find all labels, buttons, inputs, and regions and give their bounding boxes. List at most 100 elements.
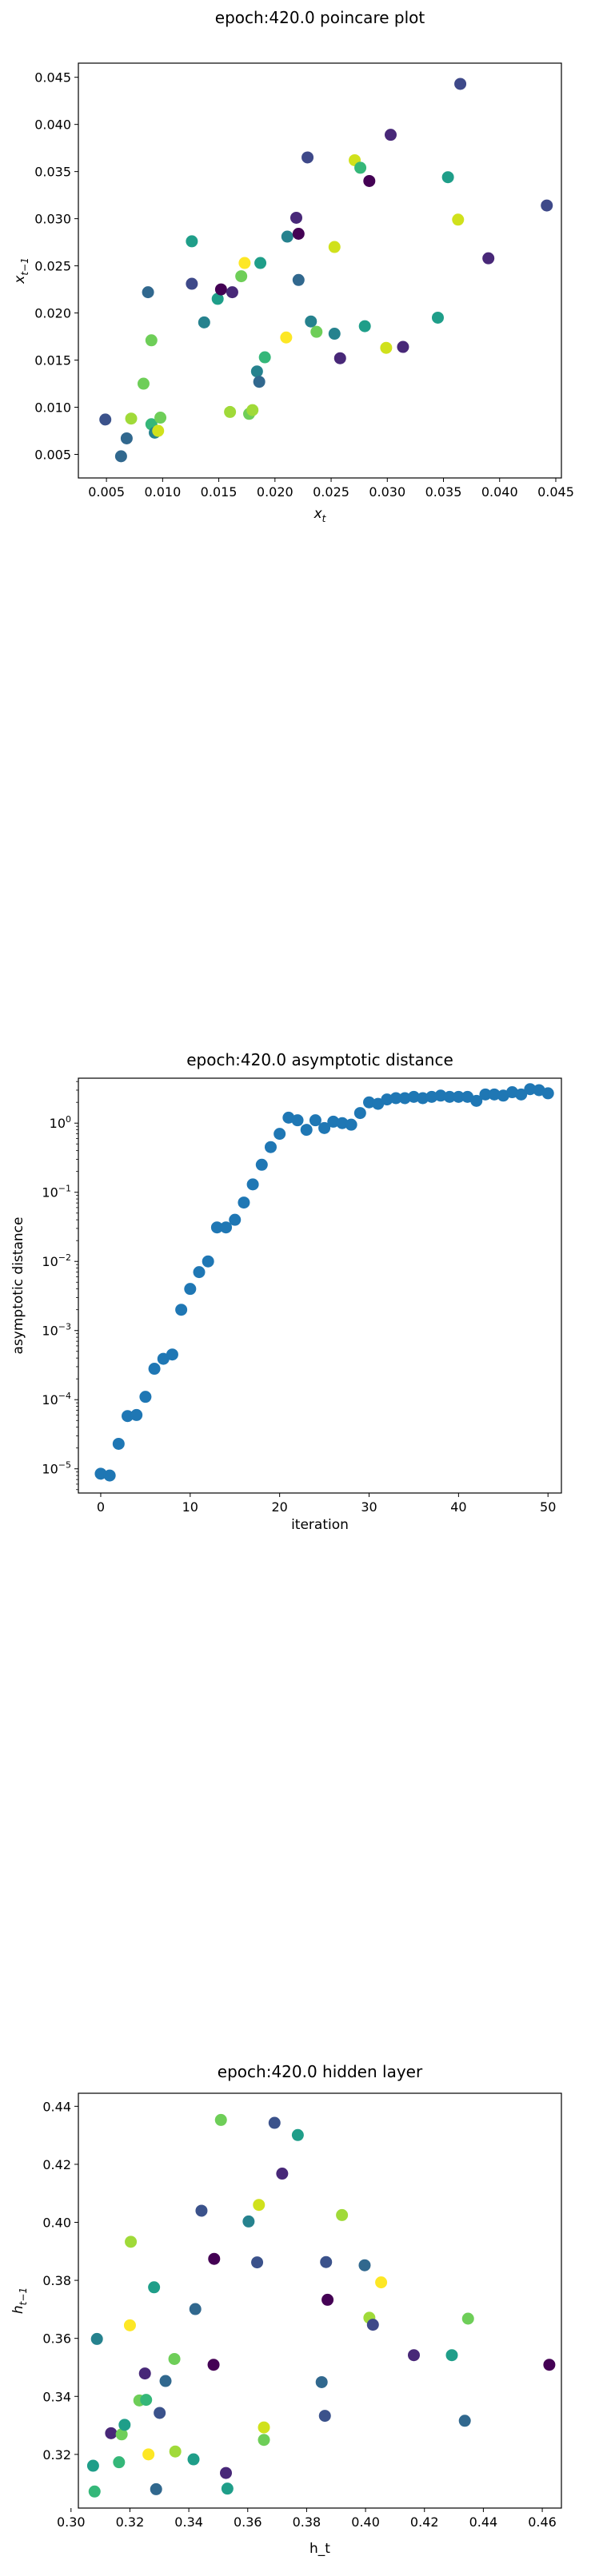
y-tick-label: 0.040 (34, 117, 71, 133)
data-point (254, 257, 267, 269)
data-point (358, 2259, 371, 2271)
x-tick-label: 0.015 (201, 484, 238, 500)
chart-title: epoch:420.0 poincare plot (215, 8, 425, 27)
data-point (195, 2204, 208, 2217)
y-tick-label: 10−4 (42, 1391, 71, 1407)
data-point (470, 1094, 483, 1107)
data-point (384, 129, 397, 141)
chart-title: epoch:420.0 hidden layer (218, 2062, 423, 2081)
y-axis-label: xt−1 (12, 257, 30, 284)
plot-frame (78, 2092, 562, 2509)
data-point (189, 2303, 202, 2315)
x-tick-label: 0.32 (116, 2514, 145, 2530)
data-point (152, 424, 165, 437)
data-point (187, 2453, 200, 2466)
data-point (479, 1088, 492, 1101)
data-point (515, 1088, 528, 1101)
data-point (214, 2113, 227, 2126)
data-point (220, 1221, 233, 1234)
x-tick-label: 0.045 (537, 484, 574, 500)
data-point (122, 1410, 134, 1423)
y-tick-label: 0.025 (34, 259, 71, 274)
data-point (315, 2375, 328, 2388)
data-point (280, 331, 293, 344)
y-tick-label: 10−5 (42, 1460, 71, 1477)
y-tick-label: 10−2 (42, 1252, 71, 1269)
data-point (166, 1348, 178, 1361)
data-point (186, 277, 198, 290)
x-axis-label: xt (313, 506, 327, 524)
x-tick-label: 0.030 (369, 484, 405, 500)
data-point (274, 1128, 286, 1141)
data-point (321, 2293, 334, 2306)
x-tick-label: 0.46 (528, 2514, 557, 2530)
data-point (461, 2312, 474, 2325)
data-point (407, 2349, 420, 2362)
data-point (431, 311, 444, 324)
data-point (301, 151, 314, 164)
data-point (318, 2410, 331, 2423)
data-point (417, 1092, 429, 1105)
y-tick-label: 0.34 (42, 2389, 71, 2404)
data-point (327, 1115, 340, 1128)
data-point (255, 1158, 268, 1171)
y-tick-label: 0.005 (34, 448, 71, 463)
data-point (125, 412, 138, 425)
data-point (193, 1266, 206, 1279)
data-point (246, 1178, 259, 1191)
y-tick-label: 0.020 (34, 306, 71, 321)
data-point (123, 2319, 136, 2331)
data-point (114, 450, 127, 463)
data-point (434, 1089, 447, 1102)
y-tick-label: 0.030 (34, 212, 71, 227)
data-point (211, 293, 224, 305)
data-point (454, 78, 467, 90)
data-point (380, 341, 393, 354)
x-tick-label: 0.36 (234, 2514, 262, 2530)
data-points (86, 2113, 556, 2498)
data-point (226, 286, 238, 299)
x-tick-label: 0.42 (410, 2514, 439, 2530)
x-tick-label: 0.035 (425, 484, 462, 500)
data-point (159, 2375, 172, 2387)
data-point (524, 1083, 537, 1096)
data-point (358, 320, 371, 332)
data-point (291, 1114, 304, 1127)
data-point (99, 413, 112, 426)
data-point (113, 2456, 126, 2469)
data-point (443, 1090, 456, 1103)
data-point (258, 351, 271, 364)
data-point (407, 1090, 420, 1103)
data-point (208, 2252, 221, 2265)
plot-frame (78, 62, 562, 479)
y-tick-label: 10−3 (42, 1322, 71, 1339)
x-tick-label: 20 (271, 1499, 287, 1515)
chart-title: epoch:420.0 asymptotic distance (186, 1050, 453, 1069)
data-point (145, 334, 158, 347)
data-point (154, 2407, 166, 2419)
data-point (372, 1097, 385, 1110)
data-point (251, 2256, 264, 2269)
y-tick-label: 0.44 (42, 2099, 71, 2114)
data-point (320, 2255, 333, 2268)
x-tick-label: 0 (97, 1499, 105, 1515)
data-point (268, 2116, 281, 2129)
y-tick-label: 0.010 (34, 400, 71, 416)
y-axis-label: asymptotic distance (10, 1217, 26, 1355)
data-point (142, 286, 154, 299)
data-point (309, 1114, 321, 1127)
data-point (246, 404, 259, 416)
data-point (264, 1141, 277, 1153)
data-point (148, 2281, 161, 2294)
data-point (328, 241, 341, 253)
y-tick-label: 100 (50, 1114, 71, 1131)
data-point (105, 2427, 118, 2439)
data-point (452, 1090, 465, 1103)
chart-panel-1: epoch:420.0 poincare plot 0.005 0.010 0.015… (12, 8, 574, 524)
data-point (353, 1107, 366, 1120)
data-point (90, 2332, 103, 2345)
x-tick-label: 0.020 (257, 484, 294, 500)
y-tick-label: 0.40 (42, 2216, 71, 2231)
data-point (186, 235, 198, 248)
data-point (238, 1196, 250, 1209)
